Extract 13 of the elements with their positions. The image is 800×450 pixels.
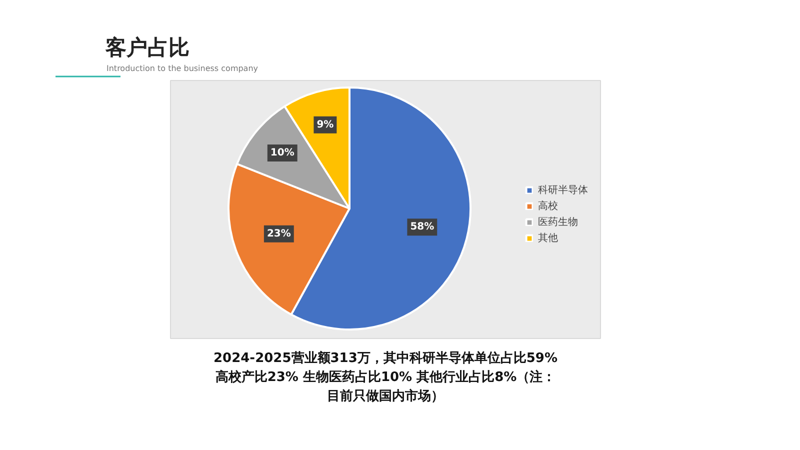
- chart-title: 客户占比: [104, 36, 190, 60]
- legend-label: 其他: [538, 232, 558, 245]
- text: 2024-2025营业额313万，其中科研半导体单位占比59%: [213, 350, 558, 366]
- text: 目前只做国内市场）: [327, 388, 444, 404]
- data-label: 58%: [410, 222, 434, 233]
- legend-label: 科研半导体: [538, 184, 588, 197]
- chart-subtitle: Introduction to the business company: [106, 64, 258, 73]
- data-label: 23%: [266, 228, 291, 240]
- legend-label: 高校: [538, 200, 558, 213]
- data-label: 10%: [270, 147, 294, 158]
- text: 高校产比23% 生物医药占比10% 其他行业占比8%（注：: [215, 369, 556, 385]
- legend-label: 医药生物: [538, 216, 578, 229]
- data-label: 9%: [316, 119, 334, 130]
